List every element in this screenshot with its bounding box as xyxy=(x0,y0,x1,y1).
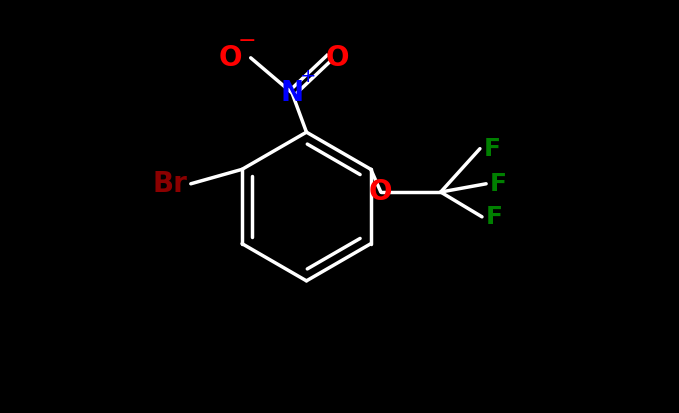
Text: F: F xyxy=(484,137,501,161)
Text: O: O xyxy=(326,44,349,72)
Text: −: − xyxy=(237,31,256,51)
Text: F: F xyxy=(490,172,507,196)
Text: +: + xyxy=(300,67,317,86)
Text: N: N xyxy=(280,79,304,107)
Text: F: F xyxy=(486,205,503,229)
Text: O: O xyxy=(219,44,242,72)
Text: O: O xyxy=(369,178,392,206)
Text: Br: Br xyxy=(153,170,187,198)
